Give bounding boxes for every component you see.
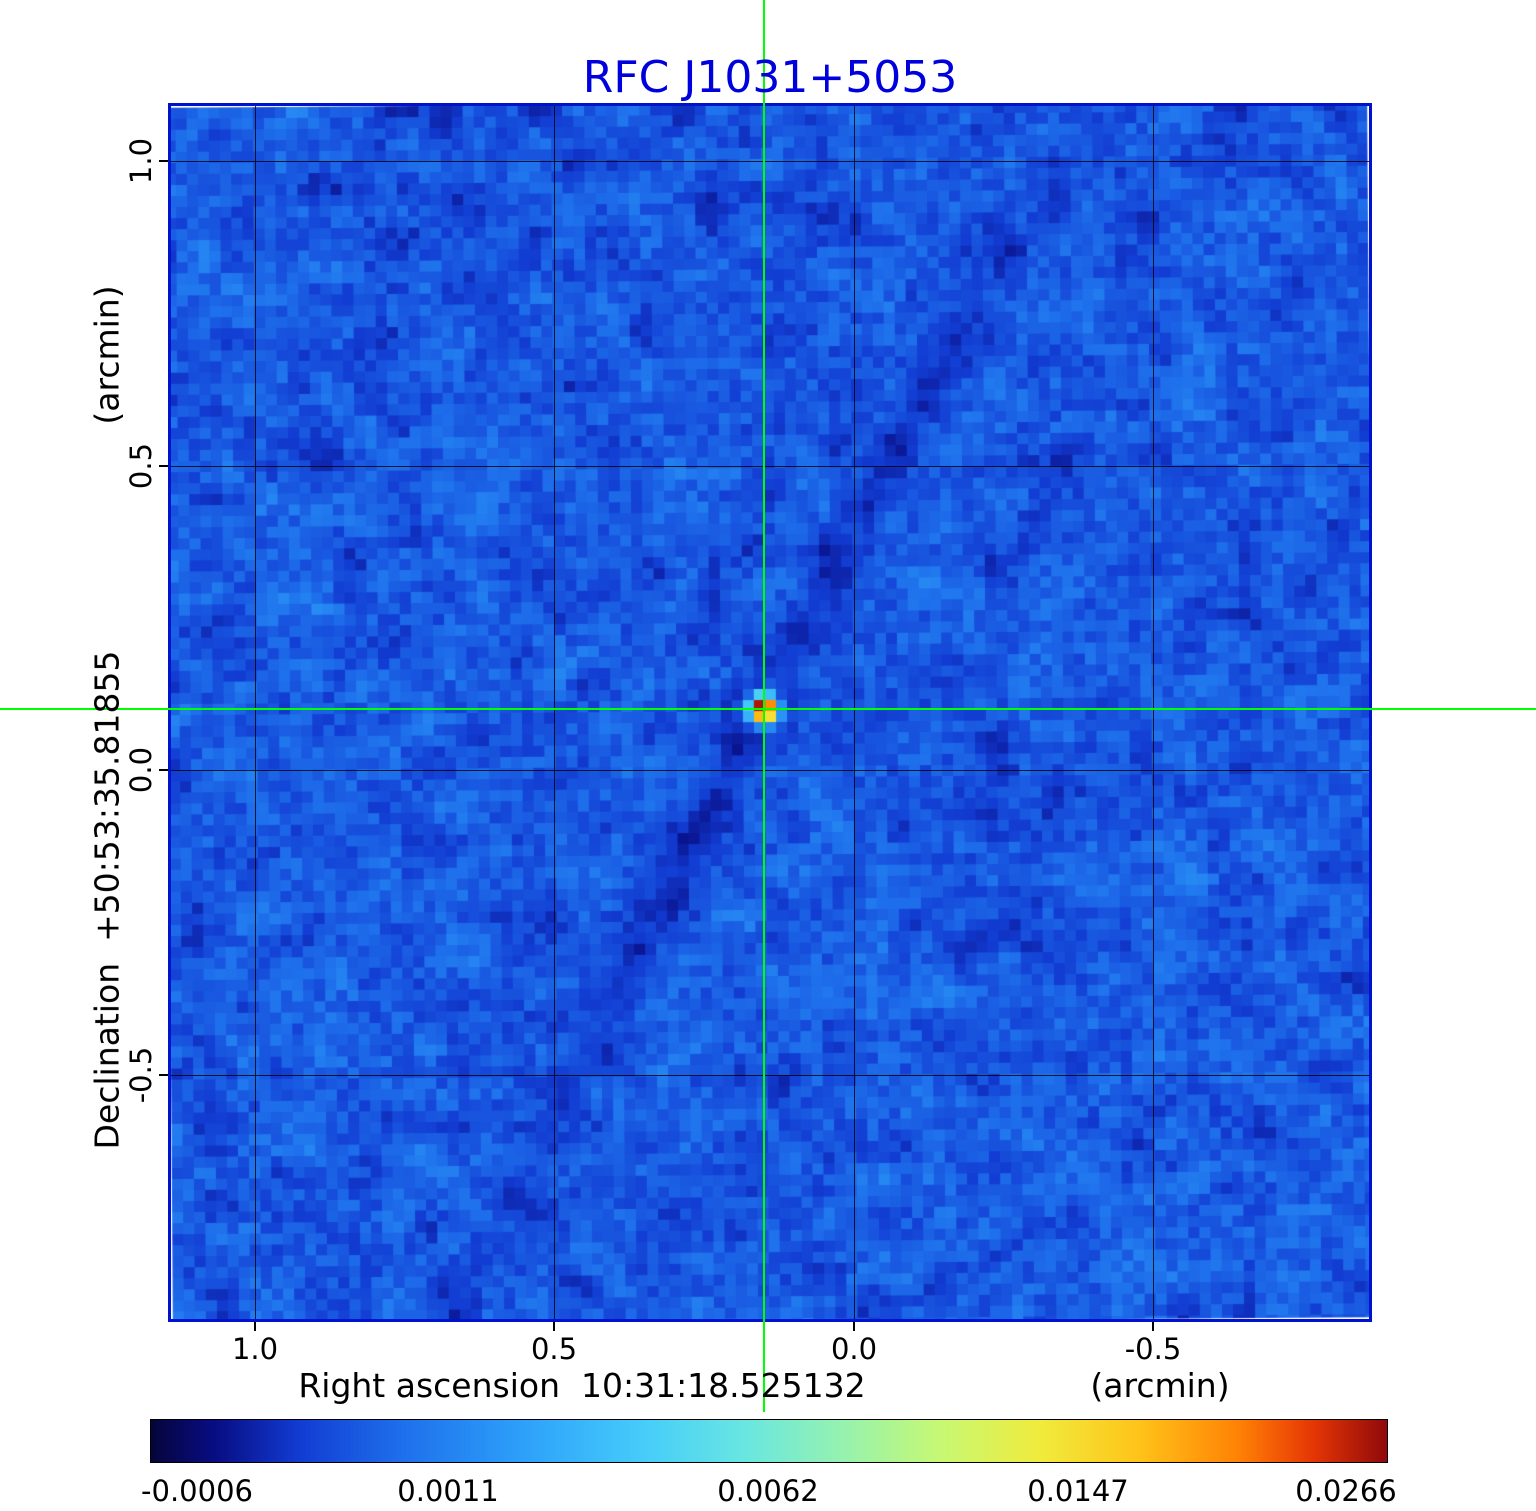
y-axis-tick [159, 160, 168, 162]
y-axis-tick [159, 769, 168, 771]
grid-line-horizontal [171, 466, 1369, 467]
x-tick-label: 0.0 [830, 1332, 878, 1366]
grid-line-vertical [854, 106, 855, 1319]
y-axis-tick [159, 465, 168, 467]
y-axis-tick [159, 1074, 168, 1076]
y-tick-label: 1.0 [124, 137, 158, 185]
grid-line-vertical [1153, 106, 1154, 1319]
y-axis-unit-label: (arcmin) [87, 285, 127, 425]
x-axis-tick [553, 1322, 555, 1331]
colorbar-tick-label: 0.0266 [1295, 1474, 1397, 1508]
y-axis-label: Declination +50:53:35.81855 [87, 650, 127, 1150]
x-tick-label: 0.5 [530, 1332, 578, 1366]
colorbar-tick-label: 0.0011 [397, 1474, 499, 1508]
sky-map-canvas [171, 106, 1369, 1319]
colorbar-tick-label: 0.0147 [1027, 1474, 1129, 1508]
y-tick-label: 0.5 [124, 442, 158, 490]
plot-title: RFC J1031+5053 [582, 52, 958, 103]
crosshair-vertical-line [763, 0, 765, 1412]
x-axis-label: Right ascension 10:31:18.525132 [298, 1366, 866, 1405]
grid-line-vertical [255, 106, 256, 1319]
grid-line-horizontal [171, 1075, 1369, 1076]
grid-line-horizontal [171, 161, 1369, 162]
x-tick-label: 1.0 [231, 1332, 279, 1366]
y-tick-label: -0.5 [124, 1046, 158, 1104]
x-axis-tick [254, 1322, 256, 1331]
colorbar-tick-label: 0.0062 [717, 1474, 819, 1508]
grid-line-vertical [554, 106, 555, 1319]
x-axis-tick [1152, 1322, 1154, 1331]
y-tick-label: 0.0 [124, 746, 158, 794]
x-axis-tick [853, 1322, 855, 1331]
x-tick-label: -0.5 [1124, 1332, 1182, 1366]
grid-line-horizontal [171, 770, 1369, 771]
crosshair-horizontal-line [0, 708, 1536, 710]
colorbar [150, 1419, 1388, 1463]
x-axis-unit-label: (arcmin) [1090, 1366, 1230, 1405]
colorbar-tick-label: -0.0006 [141, 1474, 253, 1508]
